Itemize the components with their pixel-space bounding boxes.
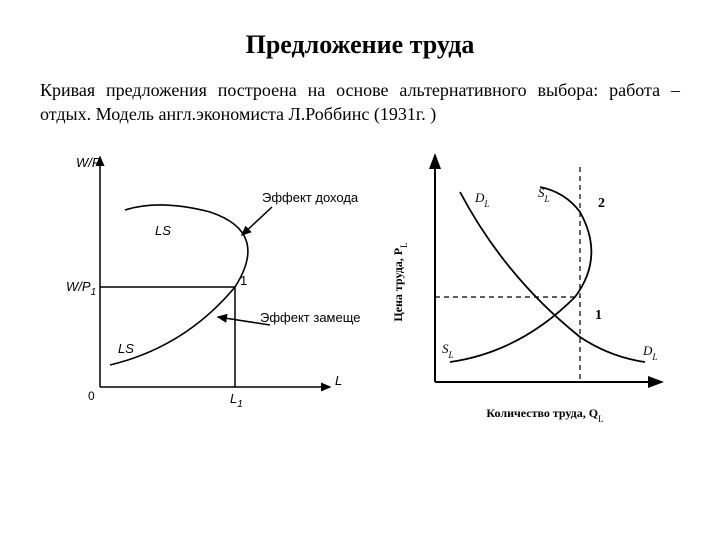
y-axis-label: W/P (76, 155, 101, 170)
charts-row: W/P L 0 W/P1 (40, 137, 680, 442)
y-axis-label: Цена труда, PL (391, 242, 409, 321)
y-tick-wp1: W/P1 (66, 279, 96, 298)
dl-bottom-label: DL (642, 343, 657, 362)
ls-label-bottom: LS (118, 341, 134, 356)
annotation-substitution-l1: Эффект замещения (260, 310, 360, 325)
left-chart-svg: W/P L 0 W/P1 (40, 137, 360, 437)
x-axis-label: Количество труда, QL (486, 406, 603, 424)
dl-top-label: DL (474, 190, 489, 209)
point-1-label: 1 (240, 273, 247, 288)
page-title: Предложение труда (40, 30, 680, 60)
origin-label: 0 (88, 389, 95, 403)
left-chart: W/P L 0 W/P1 (40, 137, 360, 442)
sl-bottom-label: SL (442, 341, 454, 360)
right-chart-svg: Цена труда, PL Количество труда, QL DL (380, 137, 680, 437)
annotation-income: Эффект дохода (262, 190, 359, 205)
region-1: 1 (595, 308, 602, 323)
right-chart: Цена труда, PL Количество труда, QL DL (380, 137, 680, 442)
body-paragraph: Кривая предложения построена на основе а… (40, 78, 680, 127)
slide-page: Предложение труда Кривая предложения пос… (0, 0, 720, 540)
region-2: 2 (598, 196, 605, 211)
dl-curve (460, 192, 645, 362)
ls-label-top: LS (155, 223, 171, 238)
annotation-income-arrow (242, 207, 272, 235)
ls-curve-upper (125, 205, 248, 287)
x-tick-l1: L1 (230, 391, 243, 410)
x-axis-label: L (335, 373, 342, 388)
sl-top-label: SL (538, 185, 550, 204)
